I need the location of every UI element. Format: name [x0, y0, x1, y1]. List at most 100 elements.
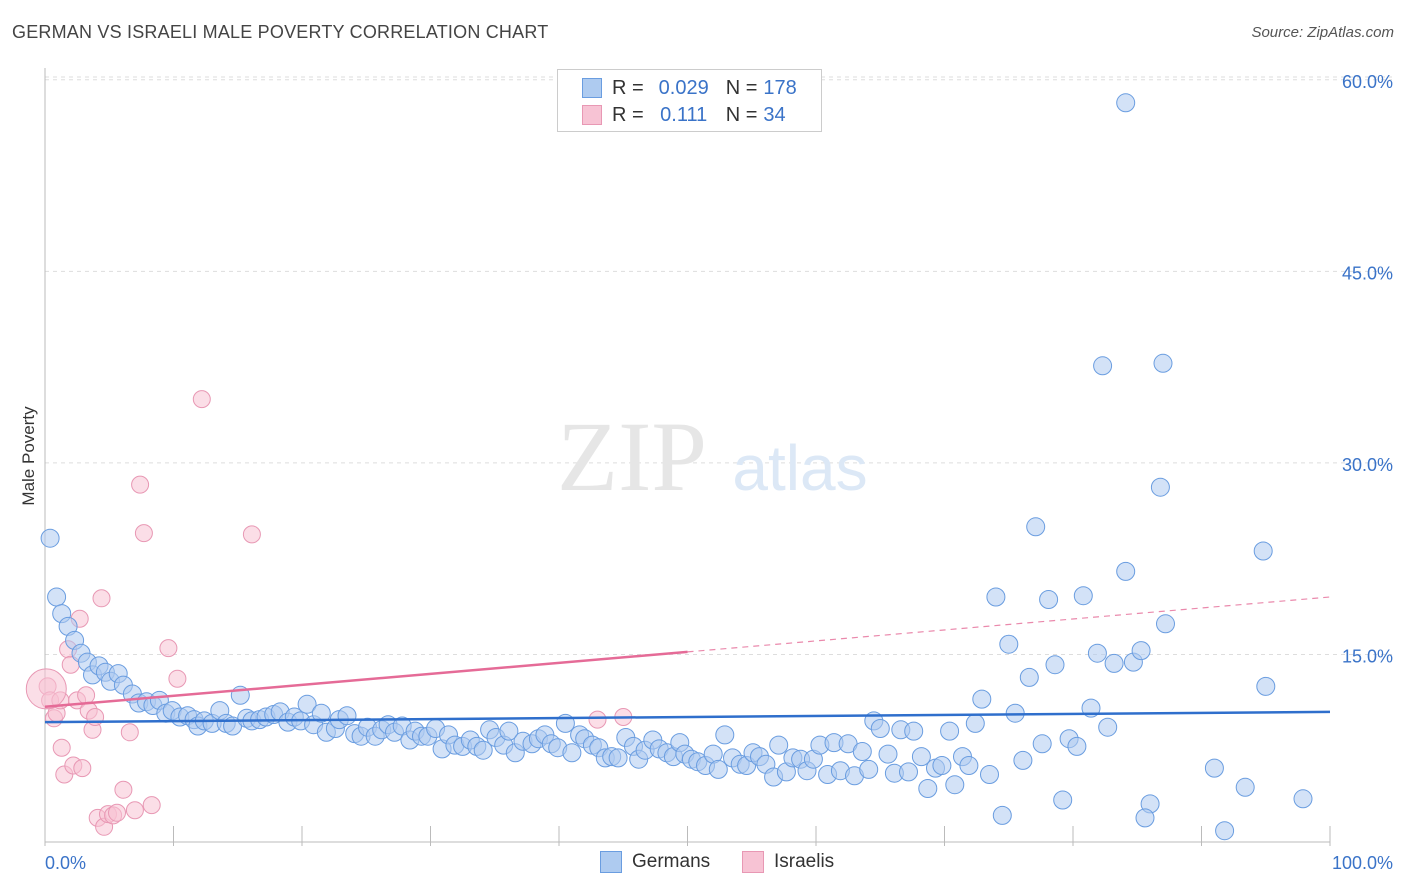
germans-trendline [44, 710, 1331, 724]
israelis-point [92, 589, 111, 608]
germans-point [1039, 590, 1059, 609]
germans-point [769, 735, 789, 755]
germans-point [1204, 758, 1224, 778]
germans-point [959, 756, 979, 775]
germans-points [40, 93, 1313, 841]
x-tick-label: 0.0% [45, 853, 86, 873]
israelis-swatch [742, 851, 764, 873]
r-label: R = [612, 76, 644, 99]
germans-swatch [582, 78, 602, 98]
watermark-zip: ZIP [557, 401, 707, 512]
germans-point [859, 759, 879, 779]
germans-point [911, 747, 931, 767]
legend-label-israelis: Israelis [774, 851, 835, 872]
r-value: 0.029 [658, 76, 709, 99]
germans-point [1150, 477, 1170, 497]
y-tick-label: 60.0% [1342, 72, 1393, 92]
germans-point [1293, 789, 1313, 809]
israelis-trendline-extension [687, 596, 1331, 653]
y-tick-label: 45.0% [1342, 263, 1393, 283]
israelis-point [134, 524, 153, 543]
israelis-point [77, 686, 96, 705]
germans-point [999, 634, 1019, 654]
germans-point [1116, 561, 1136, 581]
germans-point [904, 721, 924, 741]
germans-point [945, 775, 965, 795]
y-tick-label: 15.0% [1342, 646, 1393, 666]
n-value: 34 [763, 103, 786, 126]
israelis-point [120, 723, 139, 742]
germans-point [1235, 777, 1255, 797]
germans-point [337, 706, 357, 726]
germans-point [1032, 734, 1052, 754]
germans-swatch [600, 851, 622, 873]
watermark-atlas: atlas [732, 432, 867, 504]
israelis-point [25, 668, 67, 710]
germans-point [608, 748, 628, 768]
watermark: ZIP atlas [557, 401, 868, 512]
axes [44, 68, 1331, 846]
israelis-point [131, 475, 150, 494]
germans-point [708, 759, 728, 779]
germans-point [980, 765, 999, 784]
israelis-trendline [44, 650, 688, 709]
germans-point [1153, 353, 1173, 373]
n-label: N = [725, 76, 758, 99]
israelis-points [25, 390, 633, 836]
r-label: R = [612, 103, 644, 126]
germans-point [40, 528, 60, 548]
germans-point [562, 743, 582, 763]
germans-point [1215, 821, 1235, 841]
germans-point [1135, 808, 1155, 828]
israelis-point [52, 738, 71, 757]
germans-point [473, 740, 493, 760]
germans-point [965, 713, 985, 733]
gridlines [45, 76, 1392, 655]
germans-point [1045, 655, 1065, 675]
germans-point [1067, 736, 1087, 756]
germans-point [986, 587, 1006, 607]
israelis-point [168, 669, 187, 688]
germans-point [1256, 676, 1276, 696]
germans-point [899, 762, 918, 782]
germans-point [499, 721, 519, 741]
germans-point [852, 742, 872, 761]
legend-row-germans: R = 0.029 N = 178 [582, 76, 797, 100]
germans-point [992, 805, 1012, 825]
n-value: 178 [763, 76, 797, 99]
germans-point [932, 756, 952, 775]
israelis-point [108, 803, 126, 822]
legend-item-israelis[interactable]: Israelis [742, 851, 834, 873]
y-axis-label: Male Poverty [19, 406, 38, 506]
israelis-point [159, 639, 178, 658]
germans-point [47, 587, 67, 607]
israelis-point [192, 390, 211, 409]
israelis-swatch [582, 105, 602, 125]
israelis-point [125, 801, 144, 820]
germans-point [1053, 790, 1073, 810]
germans-point [297, 694, 317, 714]
germans-point [1131, 641, 1151, 661]
germans-point [715, 725, 735, 745]
israelis-point [114, 780, 133, 799]
trendlines [44, 596, 1331, 724]
germans-point [1013, 750, 1033, 770]
tick-labels: 15.0% 30.0% 45.0% 60.0% 0.0% 100.0% [45, 72, 1393, 873]
germans-point [311, 703, 331, 723]
series-legend: Germans Israelis [0, 851, 1406, 879]
legend-item-germans[interactable]: Germans [600, 851, 710, 873]
germans-point [1093, 356, 1113, 376]
source-label: Source: ZipAtlas.com [1251, 24, 1394, 41]
germans-point [918, 779, 938, 798]
correlation-legend: R = 0.029 N = 178 R = 0.111 N = 34 [557, 69, 822, 132]
germans-point [940, 721, 960, 741]
x-tick-label: 100.0% [1332, 853, 1393, 873]
israelis-point [142, 796, 161, 815]
germans-point [1253, 541, 1273, 561]
chart-title: GERMAN VS ISRAELI MALE POVERTY CORRELATI… [12, 22, 549, 42]
germans-point [1116, 93, 1136, 113]
germans-point [1073, 586, 1093, 606]
n-label: N = [725, 103, 758, 126]
germans-point [1019, 667, 1039, 687]
germans-point [870, 719, 890, 738]
